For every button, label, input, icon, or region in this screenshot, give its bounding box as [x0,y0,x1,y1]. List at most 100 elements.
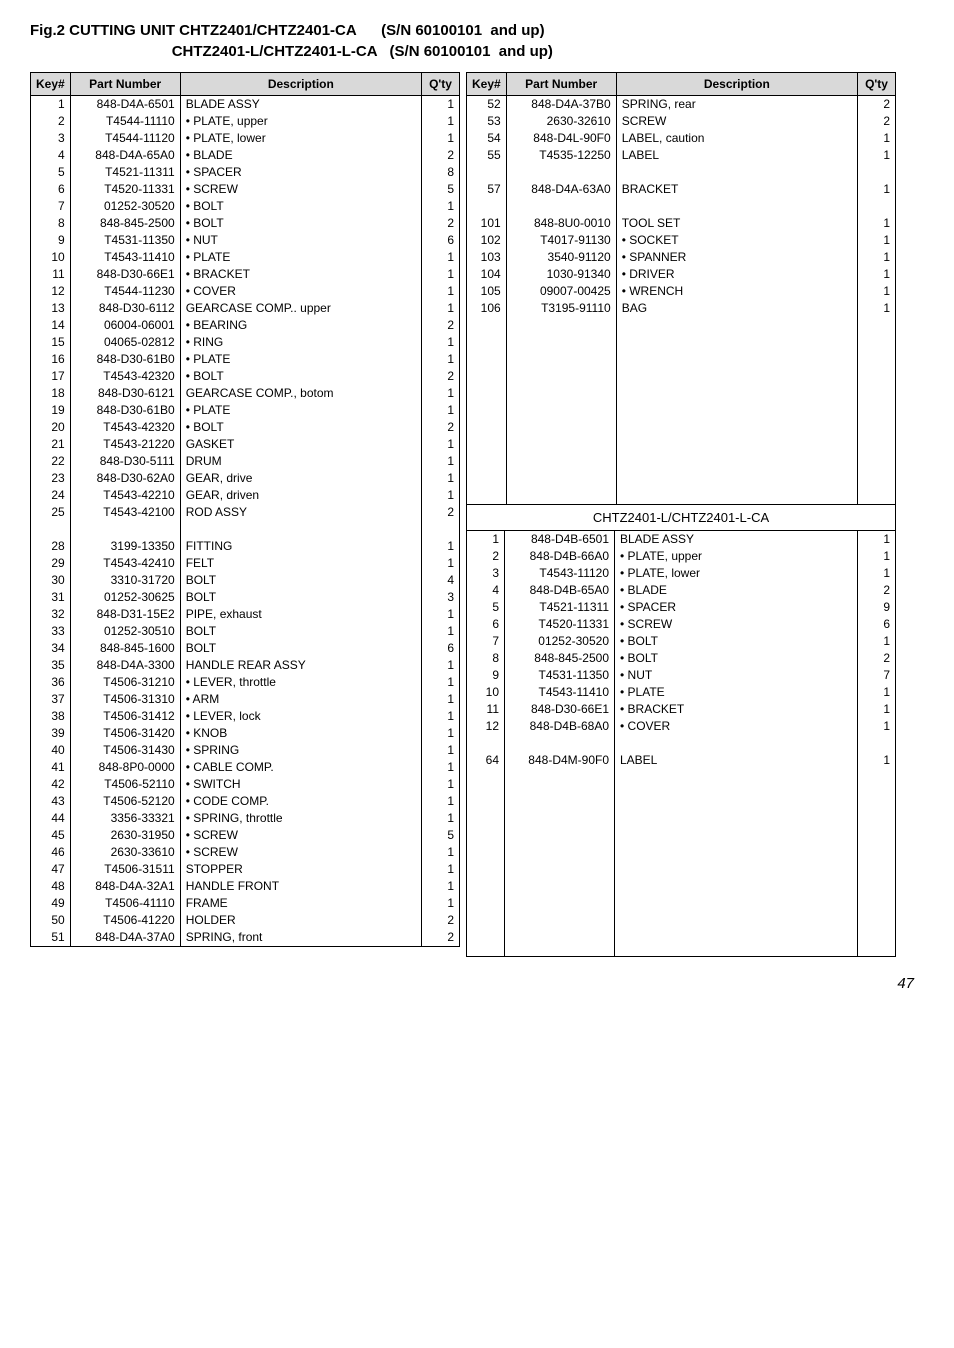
cell-q: 1 [422,606,460,623]
cell-k: 21 [31,436,71,453]
cell-d: • BOLT [180,198,421,215]
table-row: 4848-D4A-65A0• BLADE2 [31,147,460,164]
cell-q: 1 [422,130,460,147]
cell-k: 22 [31,453,71,470]
cell-d: • SCREW [180,844,421,861]
cell-k: 43 [31,793,71,810]
table-row: 43T4506-52120• CODE COMP.1 [31,793,460,810]
cell-d: • LEVER, throttle [180,674,421,691]
table-row [467,854,896,871]
table-row: 51848-D4A-37A0SPRING, front2 [31,929,460,947]
cell-p: T4521-11311 [70,164,180,181]
cell-k: 18 [31,385,71,402]
cell-d: • PLATE [180,351,421,368]
cell-k: 28 [31,538,71,555]
cell-d: GEARCASE COMP., botom [180,385,421,402]
cell-k: 2 [467,548,505,565]
table-row: 6T4520-11331• SCREW5 [31,181,460,198]
cell-k: 10 [31,249,71,266]
cell-d: BOLT [180,623,421,640]
table-row: 106T3195-91110BAG1 [467,300,896,317]
cell-q: 7 [858,667,896,684]
col-key: Key# [31,73,71,96]
cell-q: 1 [858,232,896,249]
cell-p: 2630-33610 [70,844,180,861]
table-row: 1848-D4A-6501BLADE ASSY1 [31,96,460,114]
cell-d: • PLATE, upper [180,113,421,130]
cell-q [858,735,896,752]
table-row: 6T4520-11331• SCREW6 [467,616,896,633]
cell-k: 6 [31,181,71,198]
cell-q: 1 [858,130,896,147]
cell-d: • BRACKET [615,701,858,718]
table-row: 52848-D4A-37B0SPRING, rear2 [467,96,896,114]
cell-d: GASKET [180,436,421,453]
table-row: 38T4506-31412• LEVER, lock1 [31,708,460,725]
cell-p: 848-D4A-6501 [70,96,180,114]
cell-d: • BLADE [615,582,858,599]
cell-k: 14 [31,317,71,334]
cell-k: 34 [31,640,71,657]
table-row: 47T4506-31511STOPPER1 [31,861,460,878]
cell-d: GEAR, driven [180,487,421,504]
cell-d: FELT [180,555,421,572]
table-row [467,164,896,181]
cell-d: BOLT [180,572,421,589]
table-row: 10509007-00425• WRENCH1 [467,283,896,300]
table-row: 532630-32610SCREW2 [467,113,896,130]
cell-k: 5 [31,164,71,181]
page-title: Fig.2 CUTTING UNIT CHTZ2401/CHTZ2401-CA … [30,20,924,62]
table-row: 1041030-91340• DRIVER1 [467,266,896,283]
cell-p: 3540-91120 [506,249,616,266]
cell-d: • NUT [180,232,421,249]
cell-d: • BEARING [180,317,421,334]
cell-k: 48 [31,878,71,895]
cell-k: 16 [31,351,71,368]
table-row [467,735,896,752]
cell-d: • PLATE [180,249,421,266]
cell-k: 46 [31,844,71,861]
cell-p: 2630-32610 [506,113,616,130]
cell-d: • PLATE [180,402,421,419]
table-row: 12T4544-11230• COVER1 [31,283,460,300]
table-row: 57848-D4A-63A0BRACKET1 [467,181,896,198]
cell-k: 49 [31,895,71,912]
cell-d: ROD ASSY [180,504,421,521]
cell-k: 20 [31,419,71,436]
cell-k: 11 [31,266,71,283]
cell-k: 3 [31,130,71,147]
cell-k: 33 [31,623,71,640]
table-row: 3301252-30510BOLT1 [31,623,460,640]
cell-d: • BOLT [615,650,858,667]
cell-d: • BOLT [180,419,421,436]
cell-q: 1 [422,113,460,130]
cell-p: 01252-30510 [70,623,180,640]
cell-k: 106 [467,300,507,317]
cell-q: 1 [422,810,460,827]
cell-d: • SPACER [180,164,421,181]
cell-k: 40 [31,742,71,759]
cell-p: 3310-31720 [70,572,180,589]
title-l2-left: CHTZ2401-L/CHTZ2401-L-CA [172,43,377,60]
cell-p: T4543-42210 [70,487,180,504]
cell-d: FITTING [180,538,421,555]
cell-d: LABEL, caution [616,130,857,147]
cell-q: 2 [858,96,896,114]
table-row: 9T4531-11350• NUT6 [31,232,460,249]
table-row [467,436,896,453]
cell-q: 1 [422,691,460,708]
cell-d: • BOLT [180,368,421,385]
cell-p [505,735,615,752]
table-row [467,837,896,854]
table-row: 8848-845-2500• BOLT2 [31,215,460,232]
table-row: 12848-D4B-68A0• COVER1 [467,718,896,735]
table-row: 25T4543-42100ROD ASSY2 [31,504,460,521]
cell-p: 848-D4A-32A1 [70,878,180,895]
cell-k: 17 [31,368,71,385]
table-row: 10T4543-11410• PLATE1 [467,684,896,701]
cell-q: 1 [858,548,896,565]
cell-k: 64 [467,752,505,769]
cell-p: 848-845-1600 [70,640,180,657]
table-header-row: Key# Part Number Description Q'ty [31,73,460,96]
cell-p: 848-D4M-90F0 [505,752,615,769]
